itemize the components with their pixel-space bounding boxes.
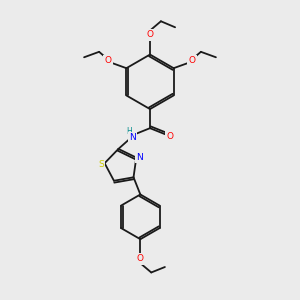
Text: N: N [136, 153, 143, 162]
Text: H: H [126, 127, 132, 136]
Text: O: O [146, 30, 154, 39]
Text: S: S [98, 160, 104, 169]
Text: N: N [129, 133, 136, 142]
Text: O: O [167, 132, 173, 141]
Text: O: O [137, 254, 144, 263]
Text: O: O [189, 56, 196, 65]
Text: O: O [104, 56, 111, 65]
